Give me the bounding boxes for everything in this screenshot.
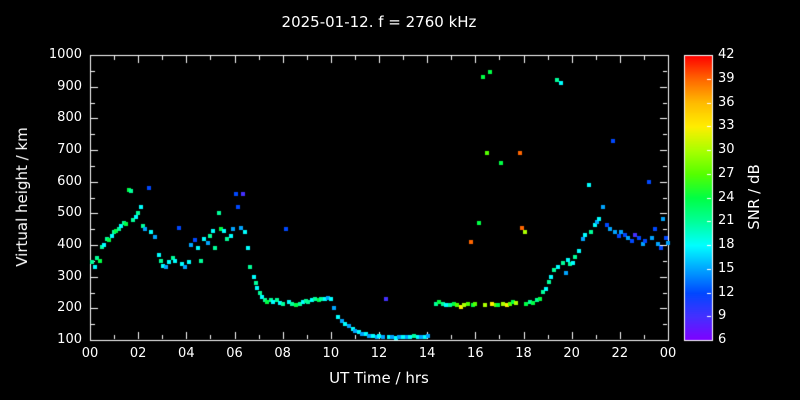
colorbar-tick-label: 42 bbox=[718, 47, 735, 62]
y-tick-label: 800 bbox=[57, 110, 82, 126]
x-tick-label: 14 bbox=[418, 346, 436, 361]
colorbar-tick-label: 24 bbox=[718, 189, 735, 205]
x-tick-label: 12 bbox=[370, 346, 388, 361]
x-tick-label: 00 bbox=[659, 346, 677, 361]
y-tick-label: 900 bbox=[57, 78, 82, 94]
colorbar-tick-label: 36 bbox=[718, 94, 735, 110]
colorbar-tick-label: 33 bbox=[718, 118, 735, 134]
y-tick-label: 200 bbox=[57, 300, 82, 316]
y-tick-label: 1000 bbox=[48, 47, 82, 62]
y-tick-label: 100 bbox=[57, 332, 82, 347]
x-tick-label: 22 bbox=[611, 346, 629, 361]
x-tick-label: 04 bbox=[178, 346, 195, 361]
chart-title: 2025-01-12. f = 2760 kHz bbox=[281, 13, 477, 31]
x-tick-label: 10 bbox=[322, 346, 340, 361]
colorbar-tick-label: 21 bbox=[718, 213, 735, 229]
colorbar-tick-label: 12 bbox=[718, 284, 735, 300]
y-tick-label: 600 bbox=[57, 173, 82, 189]
colorbar-tick-label: 30 bbox=[718, 142, 735, 157]
x-tick-label: 18 bbox=[515, 346, 532, 361]
x-axis-label: UT Time / hrs bbox=[329, 369, 429, 387]
y-axis-label: Virtual height / km bbox=[13, 127, 31, 267]
y-tick-label: 500 bbox=[57, 205, 82, 221]
colorbar-tick-label: 18 bbox=[718, 237, 735, 252]
colorbar-tick-label: 6 bbox=[718, 332, 727, 347]
x-tick-label: 08 bbox=[274, 346, 291, 361]
y-tick-label: 300 bbox=[57, 268, 82, 284]
x-tick-label: 00 bbox=[81, 346, 99, 361]
colorbar-tick-label: 27 bbox=[718, 165, 735, 181]
y-tick-label: 700 bbox=[57, 142, 82, 157]
colorbar-tick-label: 39 bbox=[718, 70, 735, 86]
colorbar-tick-label: 15 bbox=[718, 260, 735, 276]
x-tick-label: 02 bbox=[129, 346, 147, 361]
x-tick-label: 06 bbox=[226, 346, 243, 361]
x-tick-label: 16 bbox=[467, 346, 484, 361]
colorbar-tick-label: 9 bbox=[718, 308, 727, 324]
y-tick-label: 400 bbox=[57, 237, 82, 252]
x-tick-label: 20 bbox=[563, 346, 580, 361]
